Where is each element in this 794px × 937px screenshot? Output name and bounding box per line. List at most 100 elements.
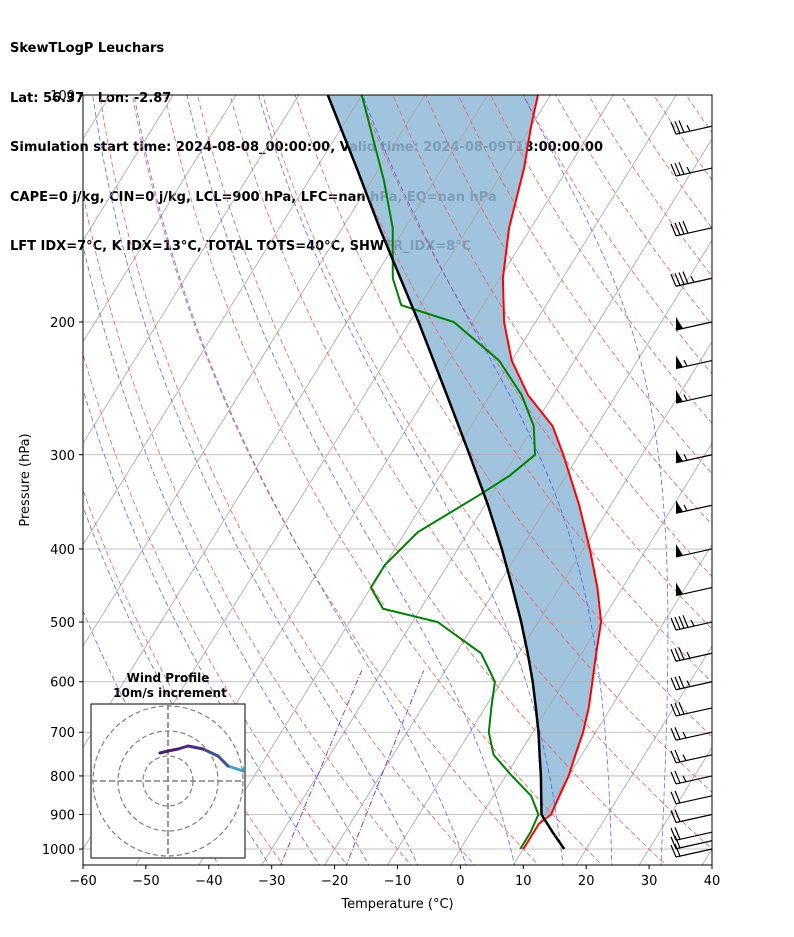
y-tick-label: 600 (50, 676, 75, 691)
wind-barb (675, 582, 713, 597)
x-tick-label: −40 (195, 874, 222, 889)
wind-barb (670, 615, 713, 631)
wind-barb (670, 162, 713, 177)
dry-adiabat (131, 95, 539, 865)
wind-barb (670, 749, 713, 764)
moist-adiabat (258, 95, 564, 865)
isotherm-line (83, 95, 489, 749)
dry-adiabat (457, 95, 712, 475)
x-tick-label: −10 (384, 874, 411, 889)
moist-adiabat (83, 243, 370, 865)
wind-barb (670, 835, 713, 850)
x-tick-label: 20 (578, 874, 595, 889)
isotherm-line (261, 138, 712, 865)
moist-adiabat (92, 95, 419, 865)
isotherm-line (83, 95, 426, 647)
isotherm-line (83, 95, 300, 444)
x-tick-label: 10 (515, 874, 532, 889)
y-axis-label: Pressure (hPa) (18, 433, 33, 526)
hodograph-trace (241, 763, 245, 773)
y-tick-label: 700 (50, 726, 75, 741)
y-tick-label: 300 (50, 449, 75, 464)
mixing-ratio-line (280, 670, 363, 865)
wind-barb (670, 843, 713, 858)
x-axis-label: Temperature (°C) (340, 897, 453, 912)
y-tick-label: 900 (50, 809, 75, 824)
y-tick-label: 400 (50, 543, 75, 558)
wind-barb (670, 790, 713, 805)
hodograph-title: Wind Profile (127, 671, 210, 685)
isotherm-line (701, 848, 712, 865)
dry-adiabat (587, 95, 712, 277)
x-tick-label: 30 (641, 874, 658, 889)
wind-barb (670, 727, 713, 741)
wind-barb (675, 316, 713, 331)
cin-area-shading (327, 95, 602, 817)
dry-adiabat (392, 95, 712, 577)
mixing-ratio-line (345, 670, 425, 865)
isotherm-line (324, 239, 712, 865)
dry-adiabat (742, 82, 794, 869)
x-tick-label: −60 (69, 874, 96, 889)
isotherm-line (763, 82, 794, 868)
wind-barb (670, 675, 713, 691)
y-tick-label: 1000 (42, 843, 75, 858)
x-tick-label: 0 (456, 874, 464, 889)
dry-adiabat (555, 95, 712, 326)
isotherm-line (83, 95, 174, 242)
hodograph-trace (166, 747, 180, 753)
moist-adiabat (186, 95, 515, 865)
wind-barb (670, 827, 713, 841)
dry-adiabat (425, 95, 712, 526)
dry-adiabat (490, 95, 712, 424)
dry-adiabat (620, 95, 712, 229)
temperature-line (501, 95, 603, 850)
dry-adiabat (229, 95, 712, 850)
y-tick-label: 500 (50, 616, 75, 631)
wind-barb (670, 809, 713, 824)
moist-adiabat (362, 95, 613, 865)
wind-barb (670, 647, 713, 662)
moist-adiabat (83, 609, 220, 865)
y-tick-label: 200 (50, 316, 75, 331)
isotherm-line (83, 95, 363, 546)
dry-adiabat (685, 95, 712, 134)
wind-barb (675, 355, 713, 370)
dry-adiabat (710, 82, 794, 869)
hodograph-trace (226, 764, 245, 773)
isotherm-line (387, 341, 712, 865)
hodograph-trace (158, 749, 170, 755)
wind-barb (670, 220, 713, 237)
hodograph-trace (176, 744, 190, 751)
wind-barb (675, 390, 713, 404)
hodograph-trace (216, 754, 230, 768)
wind-barb (670, 701, 713, 717)
x-tick-label: −30 (258, 874, 285, 889)
wind-barb (675, 500, 713, 514)
hodograph-trace (201, 747, 220, 758)
dry-adiabat (164, 95, 603, 865)
x-tick-label: −20 (321, 874, 348, 889)
isotherm-line (575, 645, 712, 865)
x-tick-label: −50 (132, 874, 159, 889)
isotherm-line (512, 543, 712, 865)
dry-adiabat (83, 488, 284, 865)
isotherm-line (83, 95, 237, 343)
hodograph-plot (91, 704, 245, 858)
dry-adiabat (262, 95, 712, 793)
moist-adiabat (133, 95, 467, 865)
chart-title: SkewTLogP Leuchars (10, 41, 165, 56)
parcel-line (326, 95, 566, 850)
y-tick-label: 800 (50, 770, 75, 785)
dry-adiabat (653, 95, 712, 181)
dry-adiabat (99, 95, 476, 865)
y-tick-label: 100 (50, 89, 75, 104)
wind-barb (670, 770, 713, 785)
dewpoint-line (360, 95, 540, 850)
x-tick-label: 40 (704, 874, 721, 889)
wind-barb (675, 449, 713, 464)
wind-barb (675, 543, 713, 558)
wind-barb (670, 271, 713, 287)
dry-adiabat (83, 352, 348, 865)
